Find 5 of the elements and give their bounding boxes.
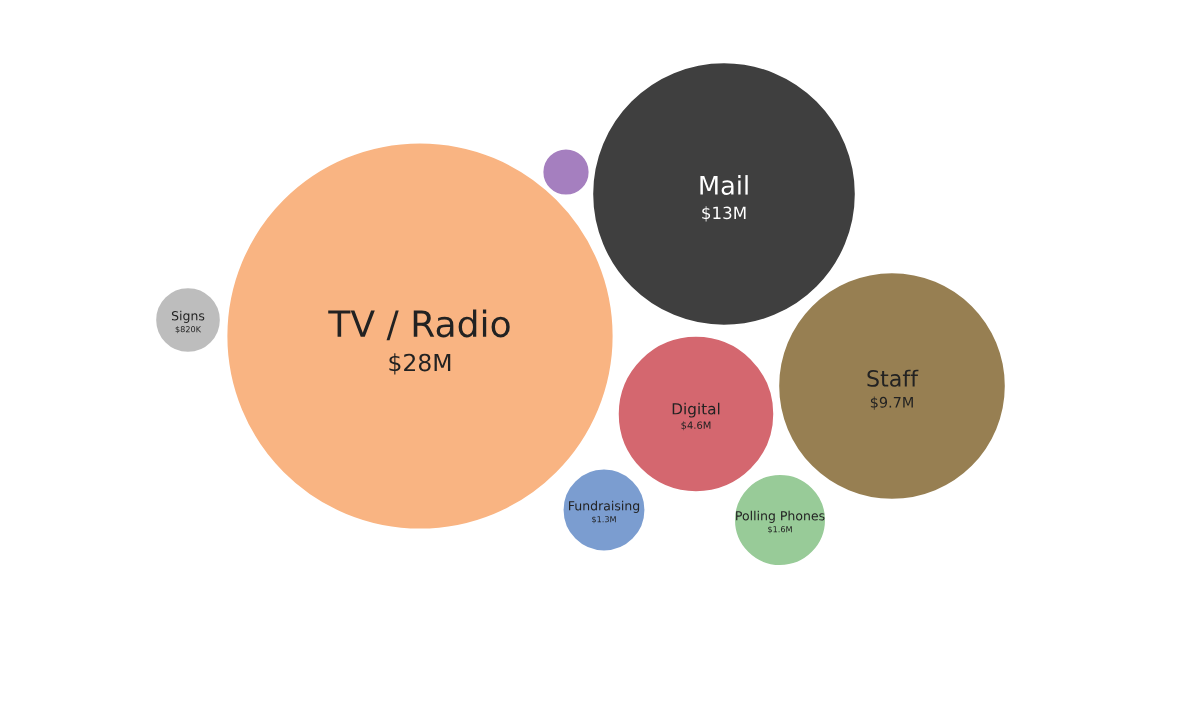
category-label: Mail [700, 175, 748, 195]
category-label: Staff [867, 369, 919, 387]
category-label: TV / Radio [328, 309, 510, 341]
data-label: $28M [389, 353, 451, 375]
data-label: $13M [702, 206, 746, 222]
